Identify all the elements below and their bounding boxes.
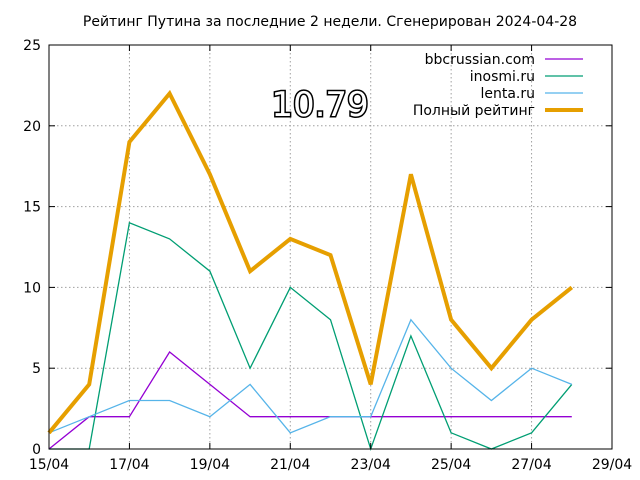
y-tick-label: 25: [23, 38, 41, 54]
y-tick-label: 0: [32, 442, 41, 458]
y-tick-label: 15: [23, 200, 41, 216]
x-tick-label: 23/04: [351, 457, 391, 473]
x-tick-label: 17/04: [109, 457, 149, 473]
legend-label: Полный рейтинг: [413, 103, 535, 119]
series-line-1: [49, 221, 573, 452]
plot-frame: [48, 44, 613, 450]
x-tick-label: 27/04: [511, 457, 551, 473]
axes: 0 5 10 15 20 25 15/04 17/04 19/04 21/04 23/04 25/04…: [23, 38, 632, 473]
x-tick-label: 25/04: [431, 457, 471, 473]
y-tick-label: 20: [23, 119, 41, 135]
series-lines: [47, 89, 574, 452]
series-line-0: [48, 351, 572, 450]
overlay-value: 10.79: [271, 85, 368, 125]
x-tick-label: 21/04: [270, 457, 310, 473]
series-line-2: [48, 318, 573, 434]
chart-title: Рейтинг Путина за последние 2 недели. Сг…: [83, 14, 577, 30]
x-tick-label: 19/04: [190, 457, 230, 473]
y-tick-label: 5: [32, 361, 41, 377]
legend-label: bbcrussian.com: [425, 52, 535, 68]
grid: [49, 45, 612, 449]
series-line-3: [47, 89, 574, 435]
x-tick-label: 29/04: [592, 457, 632, 473]
legend-label: lenta.ru: [480, 86, 535, 102]
legend-label: inosmi.ru: [470, 69, 535, 85]
y-tick-label: 10: [23, 280, 41, 296]
x-tick-label: 15/04: [29, 457, 69, 473]
